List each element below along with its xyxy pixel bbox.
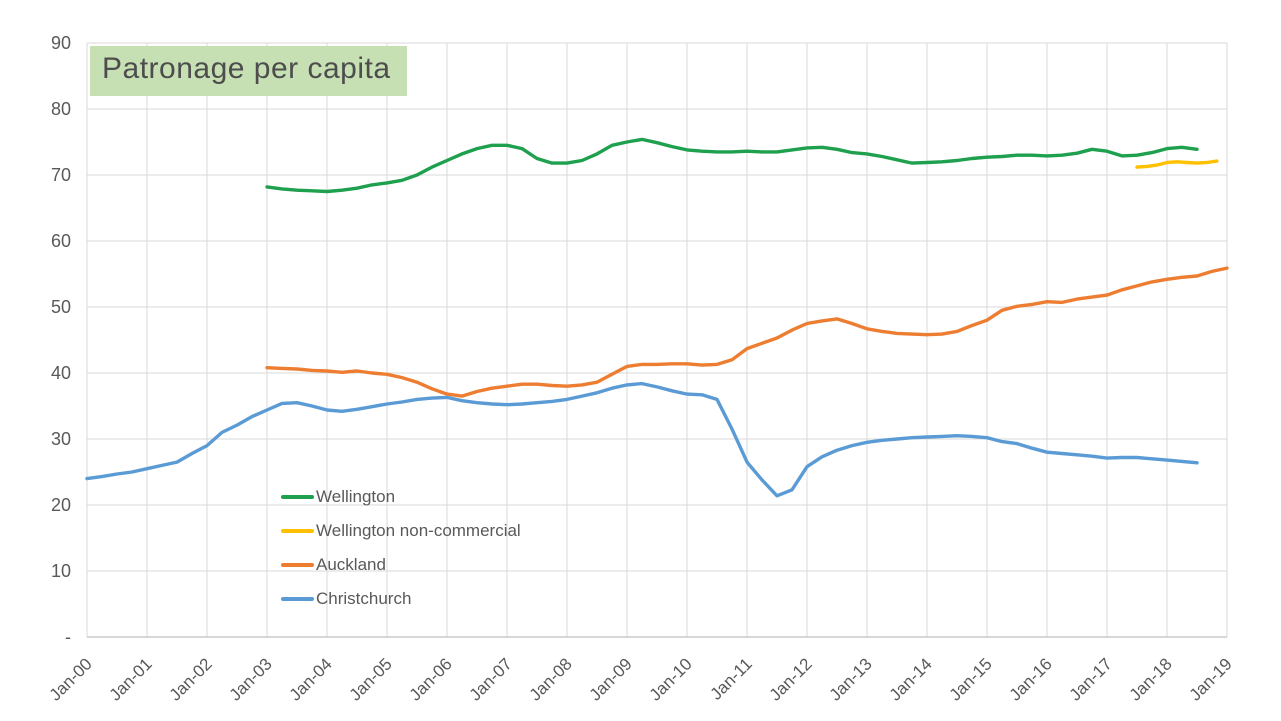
legend-item-auckland: Auckland xyxy=(281,548,521,582)
y-tick-label: 90 xyxy=(51,33,71,53)
legend-label: Auckland xyxy=(316,555,386,574)
x-tick-label: Jan-18 xyxy=(1126,654,1176,704)
x-tick-label: Jan-03 xyxy=(226,654,276,704)
series-line-wellington xyxy=(265,137,1199,194)
legend-label: Christchurch xyxy=(316,589,412,608)
x-tick-label: Jan-09 xyxy=(586,654,636,704)
x-tick-label: Jan-07 xyxy=(466,654,516,704)
legend-label: Wellington xyxy=(316,487,396,506)
legend-item-wellington-non-commercial: Wellington non-commercial xyxy=(281,514,521,548)
x-tick-label: Jan-04 xyxy=(286,654,336,704)
x-tick-label: Jan-17 xyxy=(1066,654,1116,704)
x-tick-label: Jan-14 xyxy=(886,654,936,704)
y-tick-label: - xyxy=(65,627,71,647)
y-tick-label: 50 xyxy=(51,297,71,317)
series-line-christchurch xyxy=(85,381,1199,498)
wellington-line-swatch xyxy=(281,495,314,499)
x-tick-label: Jan-15 xyxy=(946,654,996,704)
y-tick-label: 60 xyxy=(51,231,71,251)
x-tick-label: Jan-16 xyxy=(1006,654,1056,704)
y-tick-label: 10 xyxy=(51,561,71,581)
legend-item-wellington: Wellington xyxy=(281,480,521,514)
wellington-non-commercial-line-swatch xyxy=(281,529,314,533)
x-tick-label: Jan-10 xyxy=(646,654,696,704)
x-tick-label: Jan-13 xyxy=(826,654,876,704)
legend-item-christchurch: Christchurch xyxy=(281,582,521,616)
series-line-auckland xyxy=(265,266,1229,398)
y-tick-label: 20 xyxy=(51,495,71,515)
christchurch-line-swatch xyxy=(281,597,314,601)
x-tick-label: Jan-05 xyxy=(346,654,396,704)
y-tick-label: 80 xyxy=(51,99,71,119)
y-tick-label: 70 xyxy=(51,165,71,185)
series-line-wellington-non-commercial xyxy=(1135,159,1219,169)
x-tick-label: Jan-06 xyxy=(406,654,456,704)
x-tick-label: Jan-19 xyxy=(1186,654,1236,704)
legend: Wellington Wellington non-commercial Auc… xyxy=(281,480,521,616)
x-tick-label: Jan-02 xyxy=(166,654,216,704)
legend-label: Wellington non-commercial xyxy=(316,521,521,540)
x-tick-label: Jan-01 xyxy=(106,654,156,704)
y-tick-label: 40 xyxy=(51,363,71,383)
x-tick-label: Jan-12 xyxy=(766,654,816,704)
x-tick-label: Jan-08 xyxy=(526,654,576,704)
y-tick-label: 30 xyxy=(51,429,71,449)
chart-title: Patronage per capita xyxy=(90,46,407,96)
x-tick-label: Jan-11 xyxy=(707,654,756,703)
x-tick-label: Jan-00 xyxy=(46,654,96,704)
auckland-line-swatch xyxy=(281,563,314,567)
